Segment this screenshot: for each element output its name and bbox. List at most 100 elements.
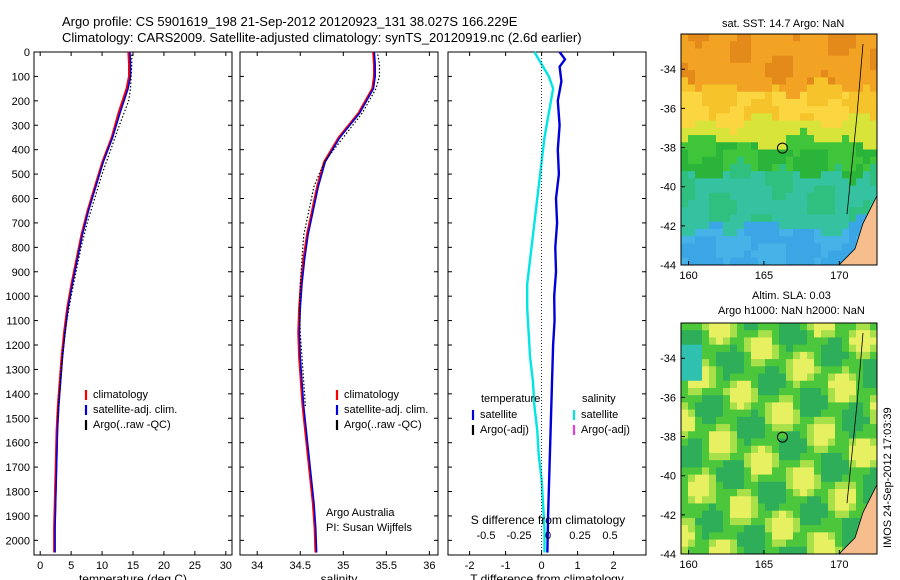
map-cell: [765, 91, 773, 100]
map-cell: [709, 48, 717, 57]
map-cell: [863, 142, 871, 150]
map-cell: [716, 373, 724, 382]
map-cell: [688, 481, 696, 490]
depth-tick-label: 300: [12, 120, 30, 132]
map-cell: [828, 41, 836, 49]
map-cell: [814, 452, 822, 461]
map-cell: [730, 48, 738, 57]
lat-tick-label: -44: [660, 260, 676, 272]
map-cell: [821, 84, 829, 93]
map-cell: [800, 214, 808, 223]
map-cell: [730, 149, 738, 158]
map-cell: [842, 539, 850, 548]
map-cell: [695, 243, 703, 251]
map-cell: [751, 192, 759, 201]
map-cell: [835, 416, 843, 425]
map-cell: [814, 510, 822, 519]
map-cell: [723, 387, 731, 396]
map-cell: [751, 55, 759, 64]
map-cell: [786, 532, 794, 540]
map-cell: [744, 185, 752, 194]
map-cell: [849, 98, 857, 107]
map-cell: [772, 243, 780, 251]
map-cell: [821, 481, 829, 490]
map-cell: [744, 41, 752, 49]
map-cell: [681, 546, 689, 555]
map-cell: [730, 163, 738, 172]
map-cell: [800, 517, 808, 526]
map-cell: [751, 395, 759, 403]
map-cell: [814, 424, 822, 432]
map-cell: [786, 171, 794, 179]
panel-1-xtick-label: 10: [96, 560, 108, 572]
map-cell: [681, 539, 689, 548]
map-cell: [688, 250, 696, 259]
map-cell: [821, 171, 829, 179]
map-cell: [828, 510, 836, 519]
map-cell: [835, 373, 843, 382]
map-cell: [793, 243, 801, 251]
map-cell: [821, 156, 829, 165]
map-cell: [849, 474, 857, 483]
map-cell: [744, 77, 752, 85]
s-diff-tick-label: -0.25: [506, 530, 531, 542]
map-cell: [800, 149, 808, 158]
map-cell: [772, 351, 780, 360]
map-cell: [730, 460, 738, 468]
map-cell: [688, 460, 696, 468]
map-cell: [716, 467, 724, 475]
map-cell: [863, 402, 871, 411]
map-cell: [807, 525, 815, 533]
map-cell: [786, 330, 794, 338]
map-cell: [744, 395, 752, 403]
map-cell: [842, 113, 850, 122]
map-cell: [842, 380, 850, 389]
map-cell: [786, 351, 794, 360]
map-cell: [828, 546, 836, 555]
map-cell: [688, 257, 696, 266]
map-cell: [821, 120, 829, 129]
map-cell: [828, 366, 836, 374]
map-cell: [863, 474, 871, 483]
map-cell: [709, 481, 717, 490]
map-cell: [828, 474, 836, 483]
map-cell: [835, 48, 843, 57]
map-cell: [688, 431, 696, 439]
map-cell: [772, 120, 780, 129]
map-cell: [723, 127, 731, 136]
map-cell: [702, 55, 710, 64]
map-cell: [723, 445, 731, 454]
map-cell: [807, 200, 815, 208]
map-cell: [842, 135, 850, 143]
map-cell: [800, 445, 808, 454]
map-cell: [688, 113, 696, 122]
map-cell: [702, 402, 710, 411]
map-cell: [744, 236, 752, 244]
map-cell: [702, 135, 710, 143]
map-cell: [849, 330, 857, 338]
map-cell: [835, 395, 843, 403]
map-cell: [723, 228, 731, 237]
map-cell: [828, 351, 836, 360]
map-cell: [765, 113, 773, 122]
map-cell: [772, 452, 780, 461]
map-cell: [849, 387, 857, 396]
map-cell: [821, 221, 829, 230]
map-cell: [723, 250, 731, 259]
map-cell: [814, 48, 822, 57]
map-cell: [870, 416, 878, 425]
map-cell: [863, 424, 871, 432]
map-cell: [800, 337, 808, 346]
map-cell: [821, 373, 829, 382]
map-cell: [835, 142, 843, 150]
map-cell: [758, 525, 766, 533]
map-cell: [681, 424, 689, 432]
map-cell: [737, 41, 745, 49]
map-cell: [751, 120, 759, 129]
map-cell: [758, 503, 766, 512]
map-cell: [695, 163, 703, 172]
map-cell: [695, 113, 703, 122]
map-cell: [800, 163, 808, 172]
map-cell: [793, 171, 801, 179]
map-cell: [737, 221, 745, 230]
